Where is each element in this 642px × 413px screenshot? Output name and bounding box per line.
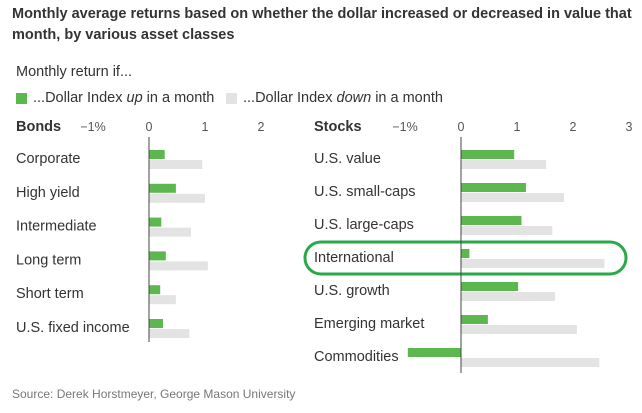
x-tick-label: 2 xyxy=(258,120,265,134)
x-tick-label: 0 xyxy=(458,120,465,134)
legend-label-up: ...Dollar Index up in a month xyxy=(33,90,215,106)
category-label: Intermediate xyxy=(16,219,97,235)
category-label: International xyxy=(314,250,394,266)
legend-item-dollar-down: ...Dollar Index down in a month xyxy=(226,90,443,106)
category-label: Short term xyxy=(16,286,84,302)
bar-dollar-up xyxy=(461,249,470,258)
x-tick-label: 1 xyxy=(514,120,521,134)
bar-dollar-down xyxy=(149,160,203,169)
bar-dollar-down xyxy=(149,329,190,338)
bar-dollar-up xyxy=(461,315,488,324)
bar-dollar-down xyxy=(149,261,208,271)
bar-dollar-up xyxy=(149,319,163,328)
source-note: Source: Derek Horstmeyer, George Mason U… xyxy=(12,387,296,401)
x-tick-label: 1 xyxy=(202,120,209,134)
bar-dollar-up xyxy=(149,217,162,227)
category-label: Corporate xyxy=(16,151,80,167)
bar-dollar-up xyxy=(461,282,519,291)
bar-dollar-up xyxy=(461,216,522,225)
bar-dollar-down xyxy=(461,358,600,367)
bar-dollar-up xyxy=(149,285,161,295)
x-tick-label: 2 xyxy=(570,120,577,134)
bar-dollar-down xyxy=(149,193,205,203)
category-label: U.S. growth xyxy=(314,283,390,299)
x-tick-label: 0 xyxy=(146,120,153,134)
legend-swatch-up xyxy=(16,92,27,104)
bar-dollar-up xyxy=(149,183,176,193)
x-tick-label: 3 xyxy=(626,120,633,134)
legend-swatch-down xyxy=(226,92,237,104)
highlight-outline xyxy=(303,240,628,276)
legend-label-down: ...Dollar Index down in a month xyxy=(243,90,443,106)
category-label: High yield xyxy=(16,185,80,201)
bar-dollar-up xyxy=(149,251,166,261)
bar-dollar-down xyxy=(461,193,565,202)
category-label: U.S. fixed income xyxy=(16,320,130,336)
x-tick-label: −1% xyxy=(80,120,105,134)
category-label: U.S. value xyxy=(314,151,381,167)
bar-dollar-down xyxy=(461,160,547,169)
bar-dollar-up xyxy=(461,150,515,159)
category-label: U.S. small-caps xyxy=(314,184,416,200)
bar-dollar-down xyxy=(149,295,176,305)
category-label: U.S. large-caps xyxy=(314,217,414,233)
panel-title: Stocks xyxy=(314,119,362,135)
bar-dollar-down xyxy=(149,227,191,237)
category-label: Long term xyxy=(16,252,81,268)
bar-dollar-down xyxy=(461,226,553,235)
chart-title: Monthly average returns based on whether… xyxy=(12,6,632,43)
x-tick-label: −1% xyxy=(392,120,417,134)
bar-dollar-down xyxy=(461,259,605,268)
bar-dollar-down xyxy=(461,325,577,334)
bar-dollar-up xyxy=(461,183,526,192)
panel-title: Bonds xyxy=(16,119,61,135)
legend-item-dollar-up: ...Dollar Index up in a month xyxy=(16,90,214,106)
bar-dollar-down xyxy=(461,292,556,301)
category-label: Emerging market xyxy=(314,316,424,332)
bar-dollar-up xyxy=(149,150,165,159)
bar-dollar-up xyxy=(407,348,461,357)
legend-heading: Monthly return if... xyxy=(16,64,133,80)
category-label: Commodities xyxy=(314,349,399,365)
